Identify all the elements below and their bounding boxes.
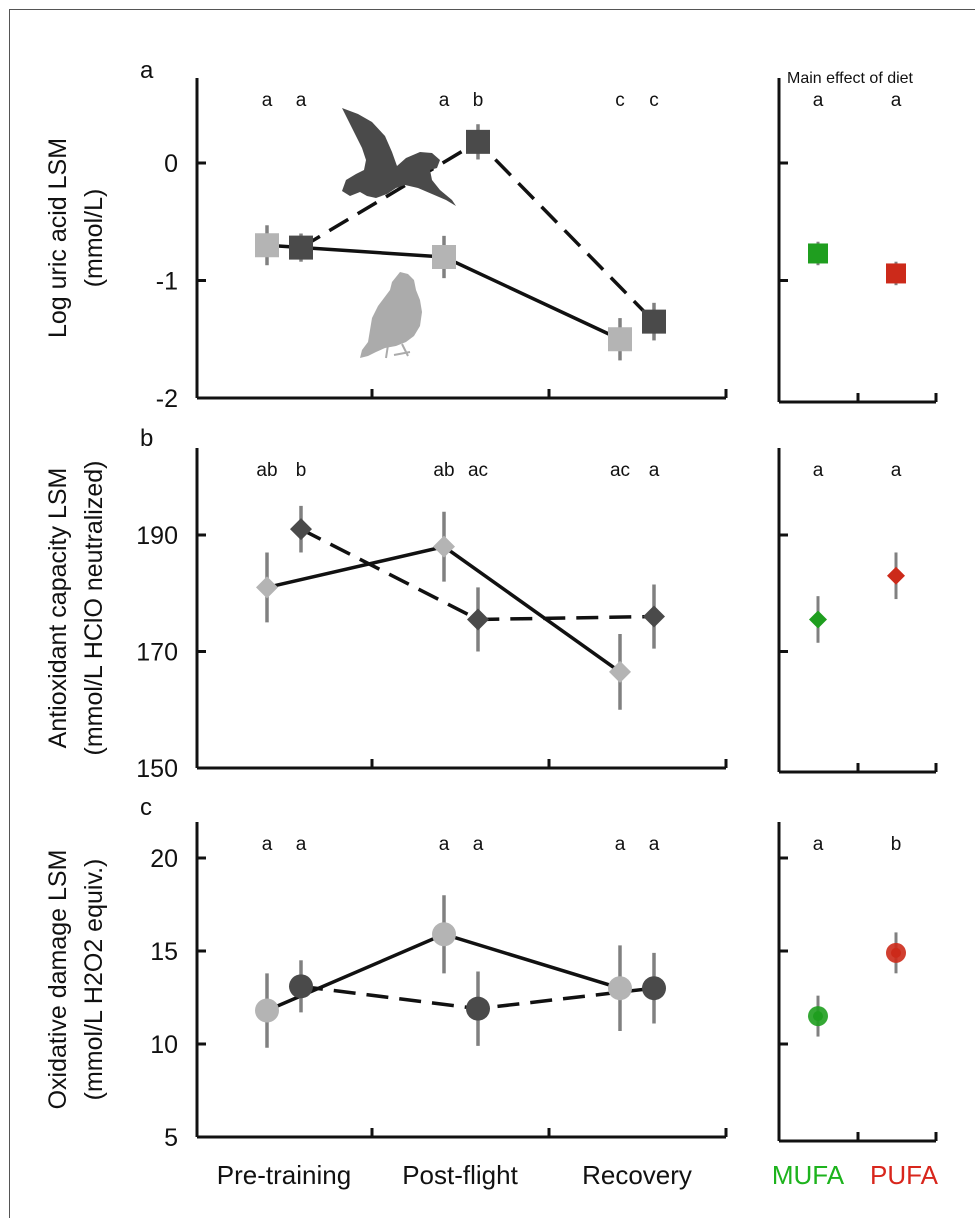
data-point xyxy=(255,233,279,258)
diet-data-point-core xyxy=(813,1011,823,1022)
data-point xyxy=(289,235,313,260)
significance-letter: a xyxy=(473,834,484,855)
y-axis-label: Log uric acid LSM xyxy=(44,138,72,338)
significance-letter: a xyxy=(439,834,450,855)
chart-panel-b: b Antioxidant capacity LSM (mmol/L HClO ne… xyxy=(44,425,938,783)
figure-frame xyxy=(9,9,975,1218)
y-tick-label: 15 xyxy=(150,938,178,966)
x-category-pre-training: Pre-training xyxy=(217,1160,351,1190)
y-axis-label: Oxidative damage LSM xyxy=(44,850,72,1110)
significance-letter: b xyxy=(473,90,484,111)
significance-letter: a xyxy=(262,90,273,111)
data-point xyxy=(467,608,489,631)
data-point xyxy=(289,974,313,999)
significance-letter: a xyxy=(439,90,450,111)
significance-letter: c xyxy=(615,90,625,111)
panel-label: c xyxy=(140,794,152,821)
data-point xyxy=(608,976,632,1001)
y-tick-label: 150 xyxy=(136,755,178,783)
diet-data-point xyxy=(887,566,905,585)
diet-label-mufa: MUFA xyxy=(772,1160,845,1190)
significance-letter: a xyxy=(296,90,307,111)
diet-significance-letter: a xyxy=(813,90,824,111)
y-axis-label: (mmol/L H2O2 equiv.) xyxy=(80,859,108,1101)
data-point xyxy=(255,998,279,1023)
significance-letter: a xyxy=(649,834,660,855)
data-point xyxy=(256,576,278,599)
chart-panel-c: c Oxidative damage LSM (mmol/L H2O2 equiv.… xyxy=(44,794,938,1152)
y-tick-label: 0 xyxy=(164,150,178,178)
data-point xyxy=(433,535,455,558)
y-tick-label: 5 xyxy=(164,1124,178,1152)
y-tick-label: -2 xyxy=(156,385,178,413)
data-point xyxy=(609,660,631,683)
diet-label-pufa: PUFA xyxy=(870,1160,939,1190)
significance-letter: c xyxy=(649,90,659,111)
series-line xyxy=(300,139,656,323)
x-category-recovery: Recovery xyxy=(582,1160,692,1190)
main-effect-title: Main effect of diet xyxy=(787,70,914,87)
significance-letter: a xyxy=(296,834,307,855)
panel-label: b xyxy=(140,425,153,452)
y-tick-label: 190 xyxy=(136,522,178,550)
data-point xyxy=(466,129,490,154)
panel-label: a xyxy=(140,57,154,84)
significance-letter: ac xyxy=(468,460,488,481)
diet-significance-letter: a xyxy=(891,90,902,111)
chart-panel-a: a Log uric acid LSM (mmol/L) 0 -1 -2 a a a b c c a a xyxy=(44,57,938,413)
perched-bird-icon xyxy=(360,272,422,359)
data-point xyxy=(642,309,666,334)
diet-significance-letter: b xyxy=(891,834,902,855)
data-point xyxy=(432,245,456,269)
y-axis-label: Antioxidant capacity LSM xyxy=(44,468,72,749)
significance-letter: ab xyxy=(256,460,277,481)
diet-data-point xyxy=(808,243,828,264)
x-category-post-flight: Post-flight xyxy=(402,1160,518,1190)
data-point xyxy=(290,518,312,541)
diet-significance-letter: a xyxy=(891,460,902,481)
significance-letter: a xyxy=(615,834,626,855)
diet-data-point-core xyxy=(891,947,901,958)
data-point xyxy=(466,996,490,1021)
data-point xyxy=(432,922,456,947)
y-tick-label: -1 xyxy=(156,268,178,296)
y-tick-label: 20 xyxy=(150,845,178,873)
data-point xyxy=(643,605,665,628)
diet-significance-letter: a xyxy=(813,460,824,481)
significance-letter: a xyxy=(649,460,660,481)
y-axis-label: (mmol/L HClO neutralized) xyxy=(80,461,108,756)
diet-significance-letter: a xyxy=(813,834,824,855)
data-point xyxy=(642,976,666,1001)
diet-data-point xyxy=(809,610,827,629)
data-point xyxy=(608,327,632,352)
significance-letter: ab xyxy=(433,460,454,481)
y-axis-label: (mmol/L) xyxy=(80,189,108,288)
diet-data-point xyxy=(886,263,906,284)
flying-bird-icon xyxy=(342,108,456,206)
significance-letter: b xyxy=(296,460,307,481)
significance-letter: a xyxy=(262,834,273,855)
y-tick-label: 10 xyxy=(150,1031,178,1059)
significance-letter: ac xyxy=(610,460,630,481)
y-tick-label: 170 xyxy=(136,639,178,667)
